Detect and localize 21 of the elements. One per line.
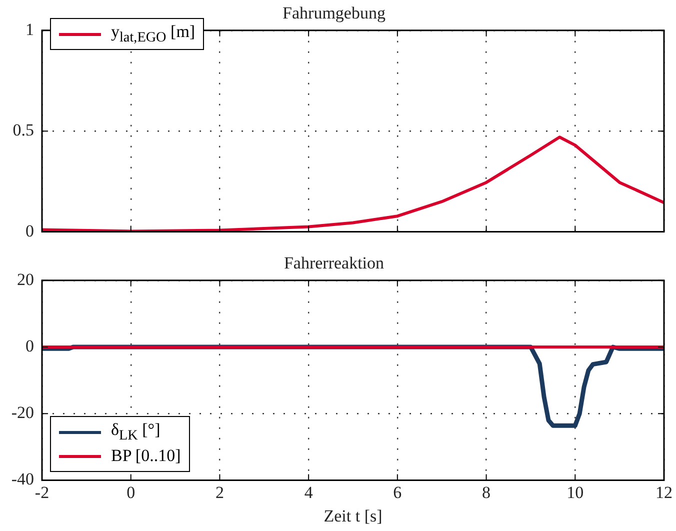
x-tick-label: 0 xyxy=(126,482,136,502)
y-tick-label: -40 xyxy=(11,470,34,489)
legend-label: BP [0..10] xyxy=(111,446,181,466)
x-tick-label: 8 xyxy=(482,482,491,502)
x-tick-label: 12 xyxy=(656,482,672,502)
chart-title: Fahrerreaktion xyxy=(284,254,385,273)
y-tick-label: 20 xyxy=(17,270,34,289)
x-tick-label: 10 xyxy=(566,482,584,502)
y-tick-label: 0.5 xyxy=(12,120,34,140)
y-tick-label: -20 xyxy=(11,403,34,422)
y-tick-label: 0 xyxy=(26,336,34,356)
x-tick-label: 6 xyxy=(393,482,402,502)
x-tick-label: 4 xyxy=(304,482,314,502)
legend-label: y$_{lat,EGO}$ [m] xyxy=(111,22,196,47)
y-tick-label: 1 xyxy=(26,20,34,39)
legend-label: δ$_{LK}$ [°] xyxy=(111,420,160,444)
x-axis-title: Zeit t [s] xyxy=(324,506,382,526)
y-tick-label: 0 xyxy=(26,221,34,240)
x-tick-label: -2 xyxy=(34,482,50,502)
chart-title: Fahrumgebung xyxy=(282,4,386,23)
x-tick-label: 2 xyxy=(215,482,224,502)
